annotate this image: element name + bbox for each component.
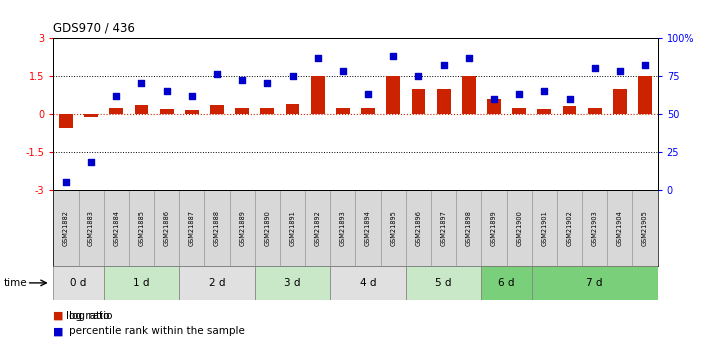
Point: [413, 73, 424, 79]
Text: GSM21904: GSM21904: [617, 210, 623, 246]
Text: 6 d: 6 d: [498, 278, 515, 288]
Bar: [235, 108, 249, 114]
Text: GSM21903: GSM21903: [592, 210, 598, 246]
Bar: [481, 266, 532, 300]
Text: GSM21891: GSM21891: [289, 210, 296, 246]
Text: GSM21884: GSM21884: [113, 210, 119, 246]
Text: time: time: [4, 278, 27, 288]
Text: GSM21883: GSM21883: [88, 210, 94, 246]
Text: ■ log ratio: ■ log ratio: [53, 311, 109, 321]
Text: GSM21892: GSM21892: [315, 210, 321, 246]
Point: [85, 160, 97, 165]
Text: ■: ■: [53, 326, 64, 336]
Point: [463, 55, 474, 60]
Text: GSM21888: GSM21888: [214, 210, 220, 246]
Bar: [538, 109, 551, 114]
Bar: [437, 89, 451, 114]
Point: [589, 66, 600, 71]
Bar: [462, 76, 476, 114]
Text: GSM21900: GSM21900: [516, 210, 522, 246]
Bar: [286, 104, 299, 114]
Bar: [109, 108, 123, 114]
Text: 3 d: 3 d: [284, 278, 301, 288]
Text: 0 d: 0 d: [70, 278, 87, 288]
Text: GSM21889: GSM21889: [239, 210, 245, 246]
Bar: [532, 266, 658, 300]
Text: GDS970 / 436: GDS970 / 436: [53, 21, 135, 34]
Point: [60, 179, 72, 185]
Point: [488, 96, 500, 101]
Bar: [562, 106, 577, 114]
Point: [111, 93, 122, 98]
Text: 1 d: 1 d: [133, 278, 150, 288]
Text: GSM21896: GSM21896: [415, 210, 422, 246]
Point: [262, 81, 273, 86]
Bar: [613, 89, 627, 114]
Point: [136, 81, 147, 86]
Point: [387, 53, 399, 59]
Bar: [588, 108, 602, 114]
Text: 7 d: 7 d: [587, 278, 603, 288]
Point: [337, 69, 348, 74]
Point: [639, 62, 651, 68]
Bar: [84, 114, 98, 117]
Bar: [210, 105, 224, 114]
Bar: [255, 266, 331, 300]
Bar: [406, 266, 481, 300]
Point: [363, 91, 374, 97]
Point: [161, 88, 172, 94]
Bar: [361, 108, 375, 114]
Bar: [134, 105, 149, 114]
Text: GSM21894: GSM21894: [365, 210, 371, 246]
Point: [564, 96, 575, 101]
Point: [312, 55, 324, 60]
Bar: [512, 108, 526, 114]
Text: GSM21895: GSM21895: [390, 210, 396, 246]
Point: [186, 93, 198, 98]
Text: GSM21885: GSM21885: [139, 210, 144, 246]
Point: [211, 72, 223, 77]
Bar: [185, 110, 199, 114]
Text: GSM21886: GSM21886: [164, 210, 170, 246]
Text: ■: ■: [53, 311, 64, 321]
Bar: [160, 109, 173, 114]
Text: GSM21887: GSM21887: [189, 210, 195, 246]
Bar: [59, 114, 73, 128]
Point: [539, 88, 550, 94]
Bar: [412, 89, 425, 114]
Bar: [179, 266, 255, 300]
Text: 2 d: 2 d: [209, 278, 225, 288]
Bar: [638, 76, 652, 114]
Text: GSM21898: GSM21898: [466, 210, 472, 246]
Point: [287, 73, 298, 79]
Text: GSM21905: GSM21905: [642, 210, 648, 246]
Point: [237, 78, 248, 83]
Point: [438, 62, 449, 68]
Bar: [311, 76, 325, 114]
Bar: [386, 76, 400, 114]
Text: 5 d: 5 d: [435, 278, 452, 288]
Point: [614, 69, 626, 74]
Bar: [336, 108, 350, 114]
Text: GSM21882: GSM21882: [63, 210, 69, 246]
Bar: [53, 266, 104, 300]
Bar: [487, 99, 501, 114]
Text: GSM21899: GSM21899: [491, 210, 497, 246]
Text: GSM21902: GSM21902: [567, 210, 572, 246]
Text: GSM21897: GSM21897: [441, 210, 447, 246]
Bar: [260, 108, 274, 114]
Bar: [331, 266, 406, 300]
Bar: [104, 266, 179, 300]
Point: [513, 91, 525, 97]
Text: 4 d: 4 d: [360, 278, 376, 288]
Text: percentile rank within the sample: percentile rank within the sample: [69, 326, 245, 336]
Text: GSM21901: GSM21901: [541, 210, 547, 246]
Text: GSM21890: GSM21890: [264, 210, 270, 246]
Text: GSM21893: GSM21893: [340, 210, 346, 246]
Text: log ratio: log ratio: [69, 311, 112, 321]
